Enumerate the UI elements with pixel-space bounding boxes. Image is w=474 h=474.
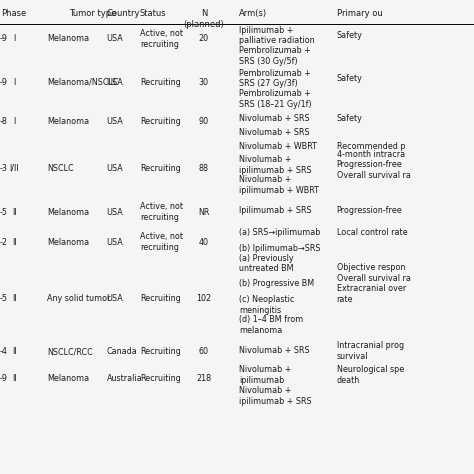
Text: Nivolumab + SRS: Nivolumab + SRS — [239, 346, 310, 355]
Text: Pembrolizumab +
SRS (30 Gy/5f): Pembrolizumab + SRS (30 Gy/5f) — [239, 46, 311, 66]
Text: Melanoma/NSCLC: Melanoma/NSCLC — [47, 78, 119, 86]
Text: Canada: Canada — [107, 347, 137, 356]
Text: I: I — [13, 117, 15, 126]
Text: (d) 1–4 BM from
melanoma: (d) 1–4 BM from melanoma — [239, 315, 304, 335]
Text: NSCLC: NSCLC — [47, 164, 74, 173]
Text: Progression-free: Progression-free — [337, 206, 402, 215]
Text: Intracranial prog
survival: Intracranial prog survival — [337, 341, 404, 361]
Text: Safety: Safety — [337, 31, 363, 40]
Text: Active, not
recruiting: Active, not recruiting — [140, 232, 183, 252]
Text: Melanoma: Melanoma — [47, 208, 90, 217]
Text: Recruiting: Recruiting — [140, 164, 181, 173]
Text: Recruiting: Recruiting — [140, 347, 181, 356]
Text: N
(planned): N (planned) — [183, 9, 224, 29]
Text: -3: -3 — [0, 164, 8, 173]
Text: Phase: Phase — [1, 9, 27, 18]
Text: II: II — [12, 294, 17, 303]
Text: -9: -9 — [0, 374, 8, 383]
Text: Nivolumab + SRS: Nivolumab + SRS — [239, 128, 310, 137]
Text: Recruiting: Recruiting — [140, 117, 181, 126]
Text: (c) Neoplastic
meningitis: (c) Neoplastic meningitis — [239, 295, 295, 315]
Text: 4-month intracra
Progression-free
Overall survival ra: 4-month intracra Progression-free Overal… — [337, 150, 410, 180]
Text: Ipilimumab +
palliative radiation: Ipilimumab + palliative radiation — [239, 26, 315, 46]
Text: -9: -9 — [0, 35, 8, 43]
Text: Nivolumab +
ipilimumab + WBRT: Nivolumab + ipilimumab + WBRT — [239, 175, 319, 195]
Text: USA: USA — [107, 164, 123, 173]
Text: Primary ou: Primary ou — [337, 9, 383, 18]
Text: Active, not
recruiting: Active, not recruiting — [140, 202, 183, 222]
Text: Safety: Safety — [337, 114, 363, 123]
Text: II: II — [12, 208, 17, 217]
Text: Recruiting: Recruiting — [140, 294, 181, 303]
Text: Safety: Safety — [337, 74, 363, 83]
Text: Australia: Australia — [107, 374, 142, 383]
Text: Recommended p: Recommended p — [337, 142, 405, 151]
Text: Local control rate: Local control rate — [337, 228, 407, 237]
Text: Status: Status — [140, 9, 166, 18]
Text: USA: USA — [107, 294, 123, 303]
Text: NR: NR — [198, 208, 210, 217]
Text: I/II: I/II — [9, 164, 19, 173]
Text: 60: 60 — [199, 347, 209, 356]
Text: Neurological spe
death: Neurological spe death — [337, 365, 404, 385]
Text: Nivolumab +
ipilimumab + SRS: Nivolumab + ipilimumab + SRS — [239, 386, 312, 406]
Text: Arm(s): Arm(s) — [239, 9, 267, 18]
Text: Nivolumab +
ipilimumab + SRS: Nivolumab + ipilimumab + SRS — [239, 155, 312, 175]
Text: Pembrolizumab +
SRS (18–21 Gy/1f): Pembrolizumab + SRS (18–21 Gy/1f) — [239, 89, 312, 109]
Text: USA: USA — [107, 78, 123, 86]
Text: Objective respon
Overall survival ra
Extracranial over
rate: Objective respon Overall survival ra Ext… — [337, 263, 410, 304]
Text: Ipilimumab + SRS: Ipilimumab + SRS — [239, 206, 312, 215]
Text: (b) Ipilimumab→SRS: (b) Ipilimumab→SRS — [239, 244, 321, 253]
Text: USA: USA — [107, 238, 123, 246]
Text: II: II — [12, 238, 17, 246]
Text: 218: 218 — [196, 374, 211, 383]
Text: 88: 88 — [199, 164, 209, 173]
Text: -4: -4 — [0, 347, 8, 356]
Text: Recruiting: Recruiting — [140, 374, 181, 383]
Text: Any solid tumor: Any solid tumor — [47, 294, 111, 303]
Text: USA: USA — [107, 117, 123, 126]
Text: USA: USA — [107, 35, 123, 43]
Text: II: II — [12, 347, 17, 356]
Text: -9: -9 — [0, 78, 8, 86]
Text: -5: -5 — [0, 294, 8, 303]
Text: Melanoma: Melanoma — [47, 117, 90, 126]
Text: Melanoma: Melanoma — [47, 238, 90, 246]
Text: (a) Previously
untreated BM: (a) Previously untreated BM — [239, 254, 294, 273]
Text: Nivolumab +
ipilimumab: Nivolumab + ipilimumab — [239, 365, 292, 385]
Text: Melanoma: Melanoma — [47, 374, 90, 383]
Text: Active, not
recruiting: Active, not recruiting — [140, 29, 183, 49]
Text: -5: -5 — [0, 208, 8, 217]
Text: (b) Progressive BM: (b) Progressive BM — [239, 279, 314, 288]
Text: Nivolumab + SRS: Nivolumab + SRS — [239, 114, 310, 123]
Text: 30: 30 — [199, 78, 209, 86]
Text: 20: 20 — [199, 35, 209, 43]
Text: 40: 40 — [199, 238, 209, 246]
Text: I: I — [13, 78, 15, 86]
Text: (a) SRS→ipilimumab: (a) SRS→ipilimumab — [239, 228, 321, 237]
Text: 102: 102 — [196, 294, 211, 303]
Text: I: I — [13, 35, 15, 43]
Text: Nivolumab + WBRT: Nivolumab + WBRT — [239, 142, 317, 151]
Text: 90: 90 — [199, 117, 209, 126]
Text: II: II — [12, 374, 17, 383]
Text: -2: -2 — [0, 238, 8, 246]
Text: NSCLC/RCC: NSCLC/RCC — [47, 347, 93, 356]
Text: Recruiting: Recruiting — [140, 78, 181, 86]
Text: -8: -8 — [0, 117, 8, 126]
Text: Tumor type: Tumor type — [69, 9, 116, 18]
Text: USA: USA — [107, 208, 123, 217]
Text: Pembrolizumab +
SRS (27 Gy/3f): Pembrolizumab + SRS (27 Gy/3f) — [239, 69, 311, 89]
Text: Melanoma: Melanoma — [47, 35, 90, 43]
Text: Country: Country — [107, 9, 140, 18]
